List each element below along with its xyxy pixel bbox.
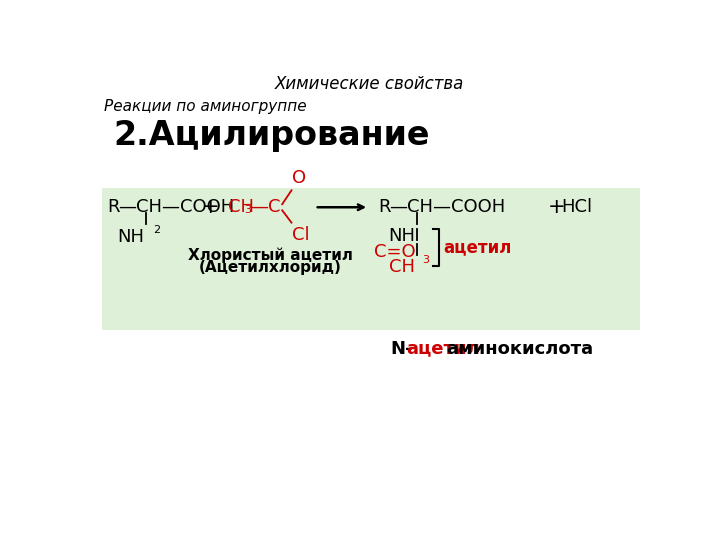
Text: N‑: N‑	[391, 340, 413, 357]
Text: R: R	[378, 198, 391, 216]
Text: 2: 2	[153, 225, 161, 235]
Text: Cl: Cl	[292, 226, 310, 244]
Text: 3: 3	[244, 205, 251, 214]
Text: Химические свойства: Химические свойства	[274, 75, 464, 93]
Text: C=O: C=O	[374, 242, 415, 261]
Text: +: +	[547, 197, 565, 217]
Text: NH: NH	[117, 228, 144, 246]
Text: ацетил: ацетил	[406, 340, 480, 357]
Text: аминокислота: аминокислота	[446, 340, 593, 357]
Text: CH: CH	[390, 258, 415, 276]
Text: NH: NH	[389, 227, 415, 245]
Text: ацетил: ацетил	[444, 238, 512, 256]
Text: Хлористый ацетил: Хлористый ацетил	[188, 247, 353, 263]
Text: HCl: HCl	[561, 198, 593, 216]
Text: +: +	[202, 197, 219, 217]
Text: 2.Ацилирование: 2.Ацилирование	[113, 119, 430, 152]
Text: 3: 3	[422, 255, 428, 265]
Bar	[102, 188, 640, 330]
Text: CH: CH	[228, 198, 254, 216]
Text: —CH—COOH: —CH—COOH	[118, 198, 234, 216]
Text: R: R	[107, 198, 120, 216]
Text: Реакции по аминогруппе: Реакции по аминогруппе	[104, 99, 307, 114]
Text: —CH—COOH: —CH—COOH	[389, 198, 505, 216]
Text: O: O	[292, 169, 307, 187]
Text: —C: —C	[250, 198, 280, 216]
Text: (Ацетилхлорид): (Ацетилхлорид)	[199, 260, 342, 275]
